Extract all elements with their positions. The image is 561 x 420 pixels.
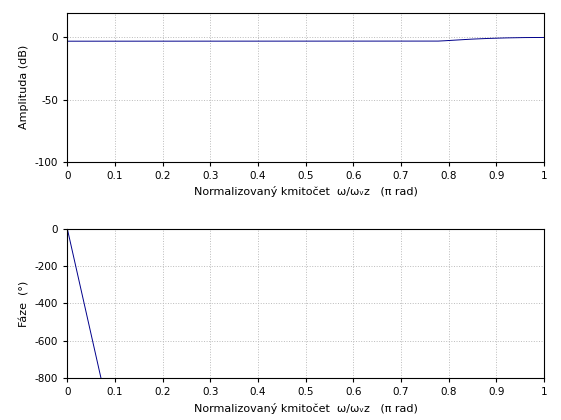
X-axis label: Normalizovaný kmitočet  ω/ωᵥz   (π rad): Normalizovaný kmitočet ω/ωᵥz (π rad)	[194, 403, 418, 414]
Y-axis label: Fáze  (°): Fáze (°)	[20, 280, 29, 327]
X-axis label: Normalizovaný kmitočet  ω/ωᵥz   (π rad): Normalizovaný kmitočet ω/ωᵥz (π rad)	[194, 186, 418, 197]
Y-axis label: Amplituda (dB): Amplituda (dB)	[20, 45, 29, 129]
